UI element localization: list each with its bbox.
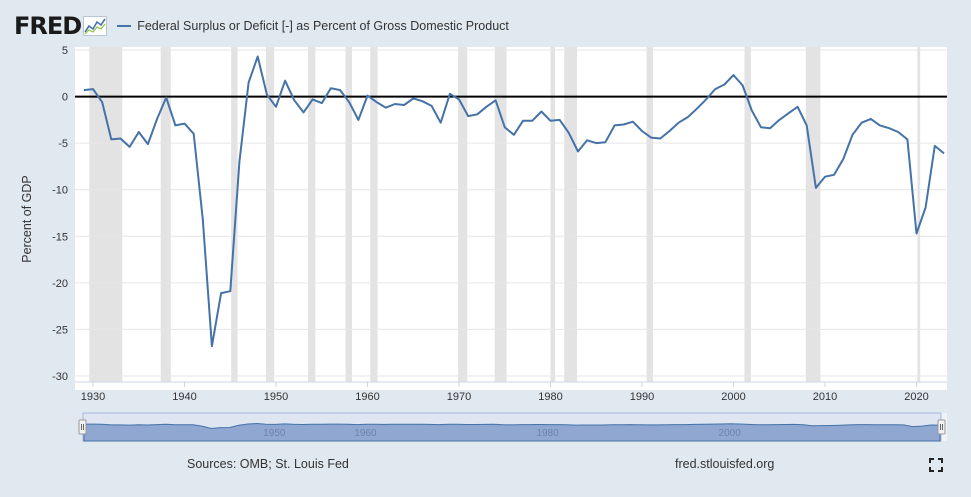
recession-band xyxy=(550,47,556,382)
recession-band xyxy=(458,47,468,382)
sources-note: Sources: OMB; St. Louis Fed xyxy=(187,457,349,471)
graph-header: FRED Federal Surplus or Deficit [-] as P… xyxy=(14,12,509,40)
y-tick-label: 5 xyxy=(62,45,68,57)
x-axis-tick-labels: 1930 1940 1950 1960 1970 1980 1990 2000 2010 2020 xyxy=(81,382,929,403)
x-tick-label: 1990 xyxy=(630,391,654,403)
x-tick-label: 2000 xyxy=(721,391,745,403)
recession-band xyxy=(646,47,653,382)
recession-band xyxy=(917,47,921,382)
recession-band xyxy=(231,47,238,382)
y-axis-tick-labels: 5 0 -5 -10 -15 -20 -25 -30 xyxy=(52,45,68,383)
x-tick-label: 1940 xyxy=(172,391,196,403)
navigator-year-label: 2000 xyxy=(719,428,742,439)
y-gridlines xyxy=(75,49,947,377)
y-axis-label: Percent of GDP xyxy=(20,175,34,263)
y-tick-label: -10 xyxy=(52,185,68,197)
recession-band xyxy=(805,47,821,382)
x-tick-label: 2020 xyxy=(904,391,928,403)
fred-logo[interactable]: FRED xyxy=(14,12,82,40)
plot-background xyxy=(75,47,947,390)
legend-label: Federal Surplus or Deficit [-] as Percen… xyxy=(137,19,509,33)
x-tick-label: 1950 xyxy=(264,391,288,403)
navigator-year-label: 1980 xyxy=(536,428,559,439)
navigator-right-handle[interactable] xyxy=(937,419,946,435)
recession-band xyxy=(370,47,378,382)
chart-legend[interactable]: Federal Surplus or Deficit [-] as Percen… xyxy=(117,19,509,33)
x-tick-label: 1980 xyxy=(538,391,562,403)
navigator-series-area xyxy=(83,422,941,442)
y-tick-label: -15 xyxy=(52,231,68,243)
y-tick-label: -25 xyxy=(52,324,68,336)
navigator-year-labels: 1950 1960 1980 2000 xyxy=(263,428,741,439)
x-tick-label: 2010 xyxy=(813,391,837,403)
recession-band xyxy=(345,47,352,382)
recession-band xyxy=(265,47,275,382)
fred-url-link[interactable]: fred.stlouisfed.org xyxy=(675,457,775,471)
recession-band xyxy=(160,47,171,382)
recession-band xyxy=(89,47,123,382)
y-tick-label: -5 xyxy=(58,138,68,150)
recession-band xyxy=(494,47,507,382)
recession-band xyxy=(308,47,316,382)
fullscreen-icon[interactable] xyxy=(929,458,943,472)
fred-graph-icon xyxy=(83,16,108,36)
y-tick-label: 0 xyxy=(62,92,68,104)
y-tick-label: -30 xyxy=(52,371,68,383)
recession-band xyxy=(744,47,751,382)
navigator-year-label: 1960 xyxy=(354,428,377,439)
series-line[interactable] xyxy=(83,55,945,348)
x-tick-label: 1930 xyxy=(81,391,105,403)
navigator-left-handle[interactable] xyxy=(78,419,87,435)
recession-shading xyxy=(89,47,921,382)
navigator-year-label: 1950 xyxy=(263,428,286,439)
x-tick-label: 1970 xyxy=(447,391,471,403)
x-tick-label: 1960 xyxy=(355,391,379,403)
legend-swatch xyxy=(117,25,132,27)
y-tick-label: -20 xyxy=(52,278,68,290)
range-navigator[interactable]: 1950 1960 1980 2000 xyxy=(78,412,947,442)
